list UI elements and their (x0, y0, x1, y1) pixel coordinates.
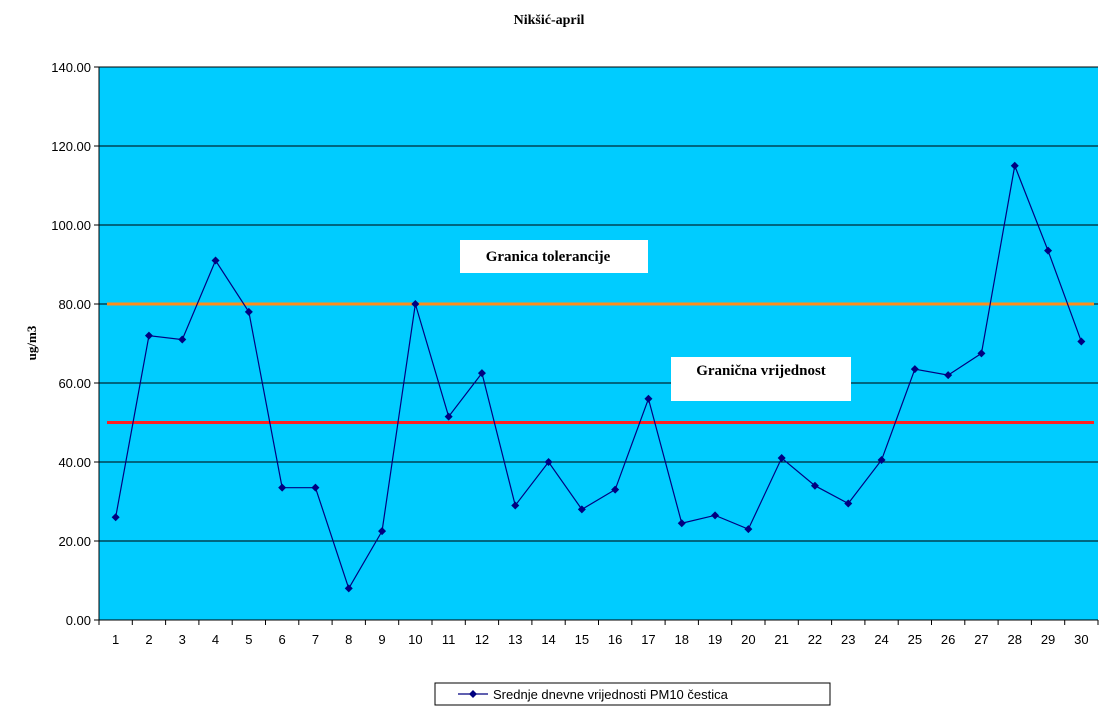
data-point (944, 371, 953, 380)
data-point (677, 519, 686, 528)
data-point (178, 335, 187, 344)
legend: Srednje dnevne vrijednosti PM10 čestica (434, 682, 831, 706)
legend-label: Srednje dnevne vrijednosti PM10 čestica (493, 687, 729, 702)
y-tick-label: 60.00 (58, 376, 91, 391)
data-point (144, 331, 153, 340)
y-tick-label: 100.00 (51, 218, 91, 233)
x-tick-label: 8 (345, 632, 352, 647)
chart-title: Nikšić-april (514, 13, 585, 28)
x-tick-label: 25 (908, 632, 922, 647)
data-point (977, 349, 986, 358)
y-tick-label: 140.00 (51, 60, 91, 75)
x-tick-label: 4 (212, 632, 219, 647)
x-tick-labels: 1 2 3 4 5 6 7 8 9 10 11 12 13 14 15 16 17 18 19 20 21 22 23 24 2… (112, 632, 1089, 647)
data-point (744, 525, 753, 534)
y-tick-label: 80.00 (58, 297, 91, 312)
x-tick-label: 19 (708, 632, 722, 647)
axes (94, 66, 1099, 625)
data-point (1010, 161, 1019, 170)
x-tick-label: 5 (245, 632, 252, 647)
data-point (910, 365, 919, 374)
data-point (777, 454, 786, 463)
data-point (877, 456, 886, 465)
annotation-limit-text: Granična vrijednost (696, 363, 826, 379)
x-tick-label: 1 (112, 632, 119, 647)
annotation-tolerance: Granica tolerancije (460, 240, 648, 273)
annotation-tolerance-box (460, 240, 648, 273)
data-point (544, 458, 553, 466)
x-tick-label: 16 (608, 632, 622, 647)
data-point (477, 369, 486, 378)
y-tick-label: 0.00 (66, 613, 91, 628)
data-point (1077, 337, 1086, 346)
x-tick-label: 9 (378, 632, 385, 647)
x-tick-label: 14 (541, 632, 555, 647)
x-tick-label: 23 (841, 632, 855, 647)
series-line (115, 163, 1082, 590)
y-tick-label: 20.00 (58, 534, 91, 549)
data-point (311, 483, 320, 492)
x-tick-label: 21 (774, 632, 788, 647)
x-tick-label: 28 (1008, 632, 1022, 647)
data-point (344, 584, 353, 593)
x-tick-label: 18 (675, 632, 689, 647)
x-tick-label: 11 (442, 632, 456, 647)
x-tick-label: 27 (974, 632, 988, 647)
y-tick-label: 40.00 (58, 455, 91, 470)
data-point (611, 485, 620, 494)
y-tick-label: 120.00 (51, 139, 91, 154)
x-tick-label: 17 (641, 632, 655, 647)
plot-area (99, 67, 1098, 620)
data-point (378, 527, 387, 536)
y-tick-labels: 0.00 20.00 40.00 60.00 80.00 100.00 120.00 140.… (51, 60, 91, 628)
x-tick-label: 29 (1041, 632, 1055, 647)
x-tick-label: 6 (279, 632, 286, 647)
data-point (278, 483, 287, 492)
x-tick-label: 3 (179, 632, 186, 647)
x-tick-label: 30 (1074, 632, 1088, 647)
x-tick-label: 7 (312, 632, 319, 647)
data-point (1044, 246, 1053, 255)
data-point (577, 505, 586, 514)
x-tick-label: 13 (508, 632, 522, 647)
x-tick-label: 24 (874, 632, 888, 647)
data-point (511, 501, 520, 510)
y-axis-label: ug/m3 (24, 325, 39, 360)
data-point (844, 499, 853, 508)
x-tick-label: 2 (145, 632, 152, 647)
x-tick-label: 22 (808, 632, 822, 647)
x-tick-label: 15 (575, 632, 589, 647)
x-tick-label: 26 (941, 632, 955, 647)
reference-lines (107, 302, 1094, 424)
data-point (244, 307, 253, 316)
x-tick-label: 10 (408, 632, 422, 647)
annotation-limit-box (671, 357, 851, 401)
series-layer (111, 161, 1086, 593)
data-point (211, 256, 220, 265)
annotation-tolerance-text: Granica tolerancije (486, 249, 611, 265)
data-point (644, 394, 653, 403)
data-point (411, 300, 420, 308)
data-point (711, 511, 720, 520)
x-tick-label: 12 (475, 632, 489, 647)
legend-box (434, 682, 831, 706)
annotation-limit: Granična vrijednost (671, 357, 851, 401)
data-point (111, 513, 120, 522)
data-point (810, 481, 819, 490)
legend-swatch-marker (469, 690, 477, 698)
data-point (444, 412, 453, 421)
x-tick-label: 20 (741, 632, 755, 647)
